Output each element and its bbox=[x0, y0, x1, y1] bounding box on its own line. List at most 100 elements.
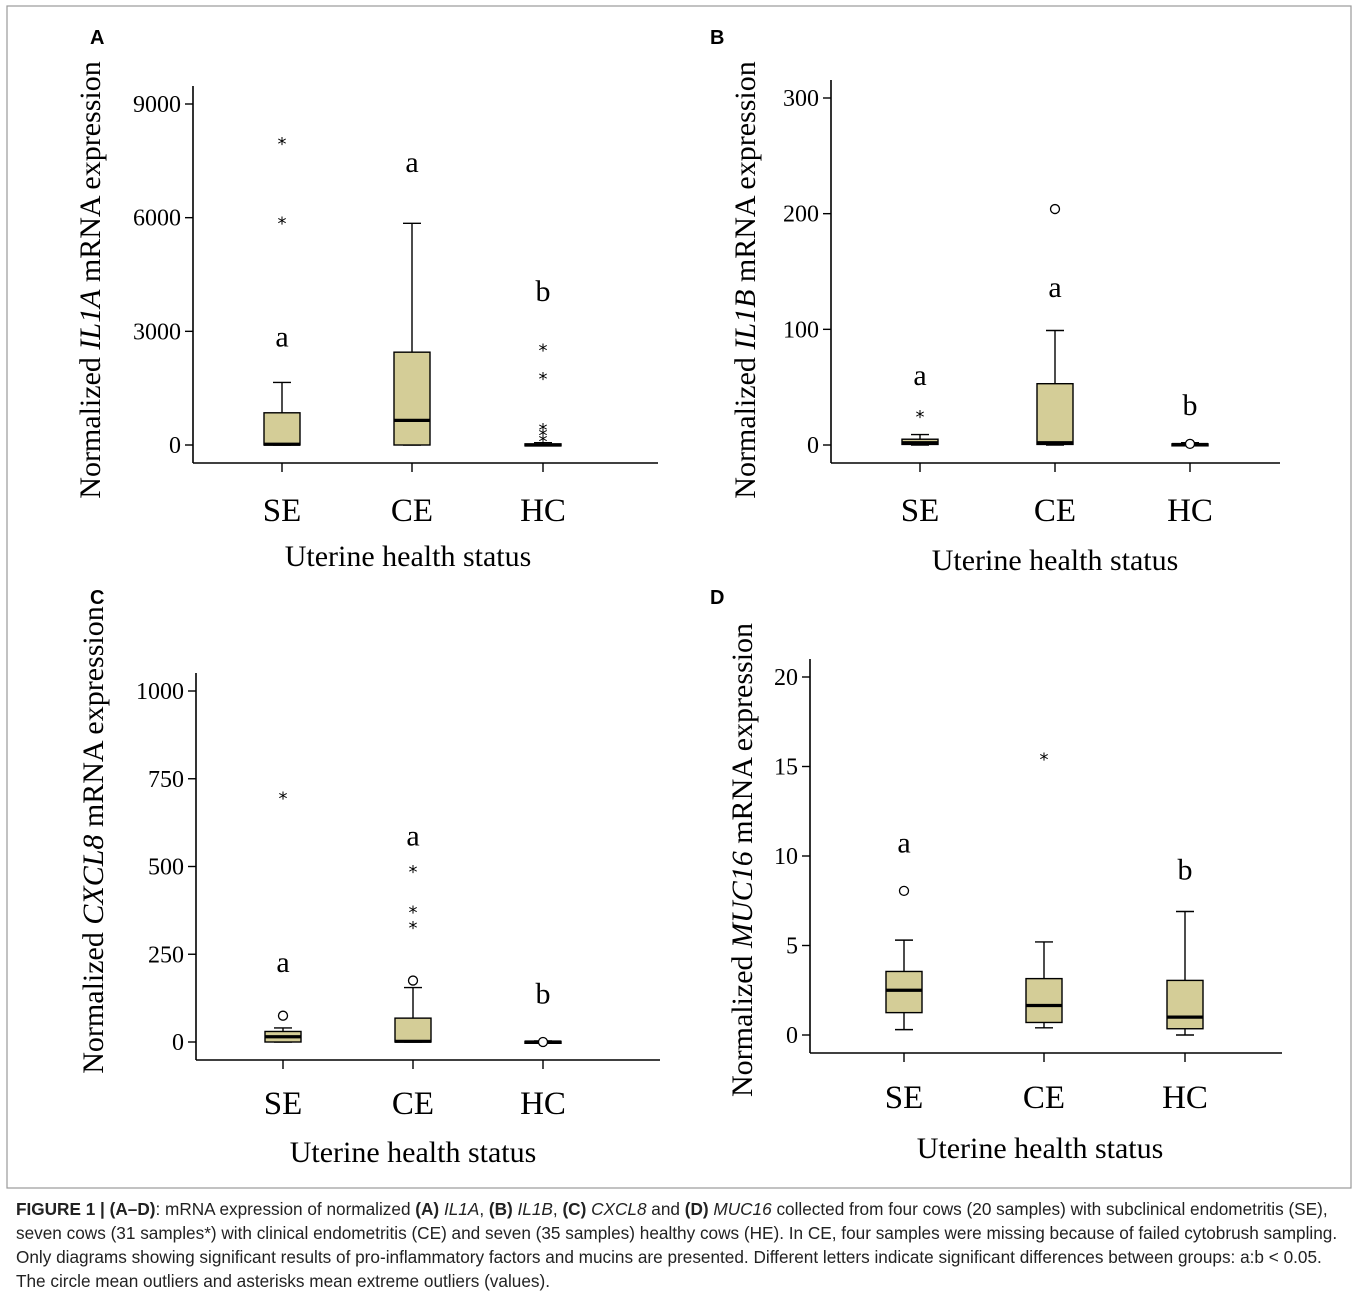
caption-text-4: and bbox=[646, 1199, 685, 1219]
y-tick-label: 0 bbox=[172, 1030, 184, 1056]
extreme-outlier-point: * bbox=[278, 213, 287, 234]
x-tick-label: SE bbox=[901, 493, 940, 529]
x-axis-title: Uterine health status bbox=[917, 1132, 1164, 1165]
box-group-se: *a bbox=[264, 788, 302, 1043]
y-tick-label: 0 bbox=[786, 1023, 798, 1049]
x-tick-label: HC bbox=[520, 493, 566, 529]
y-tick-label: 20 bbox=[774, 665, 798, 691]
caption-panel-b: (B) bbox=[488, 1199, 513, 1219]
y-tick-label: 300 bbox=[783, 86, 819, 112]
y-tick-label: 0 bbox=[169, 433, 181, 459]
caption-panel-d: (D) bbox=[684, 1199, 709, 1219]
extreme-outlier-point: * bbox=[409, 918, 418, 939]
extreme-outlier-point: * bbox=[539, 369, 548, 390]
y-tick-label: 10 bbox=[774, 844, 798, 870]
y-axis-title-gene: CXCL8 bbox=[77, 835, 110, 925]
box-group-se: * * a bbox=[263, 134, 301, 446]
extreme-outlier-point: * bbox=[539, 426, 548, 447]
y-axis-title-prefix: Normalized bbox=[726, 948, 759, 1097]
box-group-hc: b bbox=[524, 977, 562, 1048]
box-group-ce: * bbox=[1025, 750, 1063, 1029]
y-axis-title-gene: MUC16 bbox=[726, 851, 759, 949]
y-tick-label: 200 bbox=[783, 202, 819, 228]
significance-letter: b bbox=[536, 275, 551, 308]
box-group-ce: a bbox=[393, 146, 431, 446]
caption-text-5: collected from four cows (20 samples) wi… bbox=[16, 1199, 1338, 1291]
y-tick-label: 9000 bbox=[133, 92, 181, 118]
extreme-outlier-point: * bbox=[539, 340, 548, 361]
y-axis-title-gene: IL1A bbox=[74, 289, 107, 351]
box-iqr bbox=[263, 412, 301, 446]
box-group-hc: b bbox=[1166, 853, 1204, 1036]
extreme-outlier-point: * bbox=[1040, 750, 1049, 771]
box-iqr bbox=[1025, 977, 1063, 1024]
y-tick-label: 3000 bbox=[133, 319, 181, 345]
box-iqr bbox=[394, 1017, 432, 1043]
box-iqr bbox=[885, 970, 923, 1014]
caption-gene-c: CXCL8 bbox=[591, 1199, 647, 1219]
significance-letter: a bbox=[276, 946, 289, 979]
box-group-ce: ***a bbox=[394, 819, 432, 1043]
y-tick-label: 250 bbox=[148, 942, 184, 968]
y-tick-label: 100 bbox=[783, 317, 819, 343]
outlier-point bbox=[1049, 203, 1061, 215]
extreme-outlier-point: * bbox=[409, 862, 418, 883]
box-group-ce: a bbox=[1036, 203, 1074, 446]
caption-text-2: , bbox=[479, 1199, 489, 1219]
y-axis-title-suffix: mRNA expression bbox=[729, 61, 762, 289]
extreme-outlier-point: * bbox=[539, 420, 548, 441]
outlier-point bbox=[277, 1010, 289, 1021]
caption-panel-a: (A) bbox=[415, 1199, 440, 1219]
box-group-hc: b bbox=[1171, 389, 1209, 449]
outlier-point bbox=[1184, 438, 1196, 449]
significance-letter: b bbox=[536, 977, 551, 1010]
box-iqr bbox=[393, 351, 431, 446]
significance-letter: a bbox=[913, 359, 926, 392]
caption-range: (A–D) bbox=[109, 1199, 156, 1219]
caption-text-1: : mRNA expression of normalized bbox=[155, 1199, 416, 1219]
box-group-se: a bbox=[885, 826, 923, 1031]
caption-panel-c: (C) bbox=[562, 1199, 587, 1219]
y-axis-title-suffix: mRNA expression bbox=[77, 606, 110, 834]
extreme-outlier-point: * bbox=[279, 788, 288, 809]
caption-gene-b: IL1B bbox=[517, 1199, 553, 1219]
x-tick-label: CE bbox=[1034, 493, 1076, 529]
extreme-outlier-point: * bbox=[539, 431, 548, 452]
caption-label: FIGURE 1 | bbox=[16, 1199, 110, 1219]
x-tick-label: CE bbox=[1023, 1080, 1065, 1116]
significance-letter: a bbox=[406, 819, 419, 852]
box-iqr bbox=[1036, 382, 1074, 446]
x-tick-label: CE bbox=[391, 493, 433, 529]
figure-caption: FIGURE 1 | (A–D): mRNA expression of nor… bbox=[16, 1197, 1346, 1293]
significance-letter: b bbox=[1183, 389, 1198, 422]
x-tick-label: CE bbox=[392, 1086, 434, 1122]
y-tick-label: 15 bbox=[774, 755, 798, 781]
y-axis-title: Normalized MUC16 mRNA expression bbox=[726, 623, 759, 1097]
box-group-hc: *****b bbox=[524, 275, 562, 452]
significance-letter: b bbox=[1178, 853, 1193, 886]
box-iqr bbox=[1166, 979, 1204, 1030]
extreme-outlier-point: * bbox=[409, 902, 418, 923]
x-tick-label: HC bbox=[520, 1086, 566, 1122]
chart-panel-d: D 0 5 10 15 20 SE CE HC Uterine health status Norm… bbox=[710, 587, 1282, 1165]
y-tick-label: 6000 bbox=[133, 206, 181, 232]
extreme-outlier-point: * bbox=[916, 407, 925, 428]
x-tick-label: SE bbox=[264, 1086, 303, 1122]
x-tick-label: HC bbox=[1162, 1080, 1208, 1116]
significance-letter: a bbox=[405, 146, 418, 179]
significance-letter: a bbox=[275, 320, 288, 353]
chart-panel-b: B 0 100 200 300 SE CE HC Uterine health status No… bbox=[710, 27, 1280, 577]
chart-panel-c: C 0 250 500 750 1000 SE CE HC Uterine health stat… bbox=[77, 587, 660, 1169]
extreme-outlier-point: * bbox=[278, 134, 287, 155]
y-axis-title-prefix: Normalized bbox=[77, 925, 110, 1074]
y-axis-title: Normalized IL1B mRNA expression bbox=[729, 61, 762, 498]
y-tick-label: 5 bbox=[786, 934, 798, 960]
panel-letter: C bbox=[90, 587, 104, 609]
significance-letter: a bbox=[1048, 271, 1061, 304]
panel-letter: A bbox=[90, 27, 104, 49]
outlier-point bbox=[537, 1036, 549, 1048]
y-tick-label: 0 bbox=[807, 433, 819, 459]
outlier-point bbox=[898, 885, 910, 897]
